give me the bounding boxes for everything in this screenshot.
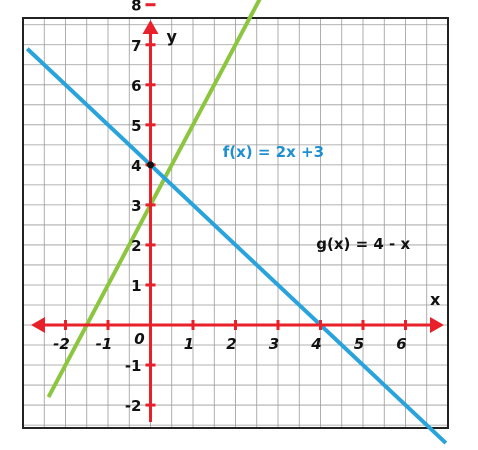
y-tick-label: 5	[131, 117, 141, 135]
x-tick-label: -1	[96, 335, 113, 353]
x-axis-label: x	[430, 290, 441, 309]
y-tick-label: 3	[131, 197, 141, 215]
series-lines	[25, 0, 448, 445]
y-tick-label: 4	[131, 157, 141, 175]
x-tick-label: 5	[354, 335, 364, 353]
x-tick-label: 2	[226, 335, 236, 353]
y-tick-label: 1	[131, 277, 141, 295]
y-tick-label: 8	[131, 0, 141, 15]
series-line-0	[46, 0, 262, 399]
series-line-1	[25, 47, 448, 445]
series-label-f: f(x) = 2x +3	[223, 143, 324, 161]
grid	[22, 17, 449, 429]
plot-border	[22, 17, 449, 429]
y-tick-label: -1	[125, 357, 142, 375]
x-tick-label: 3	[269, 335, 279, 353]
axes: -2 -1 0 1 2 3 4 5 6 -2 -1 1 2 3 4 5 6 7 8	[31, 0, 444, 422]
y-axis-label: y	[167, 27, 178, 46]
points	[147, 161, 154, 169]
y-tick-label: -2	[125, 397, 142, 415]
x-tick-label: 1	[184, 335, 194, 353]
x-tick-label: 4	[310, 335, 321, 353]
y-tick-label: 2	[131, 237, 141, 255]
x-axis-arrow-right	[430, 317, 444, 333]
y-tick-label: 7	[131, 37, 141, 55]
y-axis-arrow-top	[142, 20, 159, 34]
x-tick-label: 0	[134, 330, 144, 348]
y-tick-label: 6	[131, 77, 141, 95]
x-tick-label: -2	[53, 335, 70, 353]
series-label-g: g(x) = 4 - x	[316, 235, 410, 253]
data-point	[147, 161, 154, 169]
x-axis-arrow-left	[31, 317, 45, 333]
labels: x y f(x) = 2x +3 g(x) = 4 - x	[167, 27, 442, 309]
x-tick-label: 6	[396, 335, 406, 353]
